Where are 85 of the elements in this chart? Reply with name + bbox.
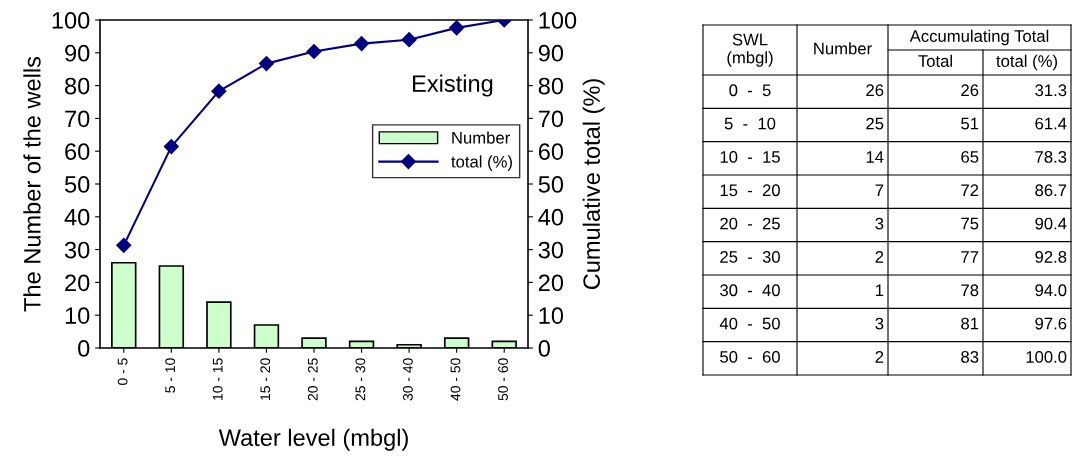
text: Accumulating Total <box>909 29 1049 46</box>
y-tick-label: 70 <box>65 110 90 128</box>
data-label: 78.3 <box>1035 151 1067 163</box>
y-tick-label: 40 <box>64 208 90 226</box>
data-label: 72 <box>961 184 979 196</box>
data-label: 7 <box>875 184 884 196</box>
y2-tick-label: 100 <box>539 12 577 29</box>
y-tick-label: 50 <box>64 176 90 193</box>
y-tick-label: 60 <box>65 143 90 160</box>
data-label: 3 <box>875 317 884 330</box>
data-label: 14 <box>866 151 884 163</box>
x-tick-label: 10 - 15 <box>212 358 223 400</box>
y2-tick-label: 40 <box>538 208 564 226</box>
x-tick-label: 40 - 50 <box>450 358 461 401</box>
data-label: 25 <box>866 117 884 130</box>
y-tick-label: 20 <box>65 274 90 292</box>
category-label: 30 - 40 <box>720 284 780 297</box>
legend-label: total (%) <box>451 155 512 171</box>
data-label: 3 <box>875 217 884 230</box>
y2-tick-label: 20 <box>538 274 564 292</box>
y-tick-label: 30 <box>64 241 90 259</box>
category-label: 40 - 50 <box>719 317 780 330</box>
data-label: 1 <box>876 284 884 296</box>
y2-tick-label: 90 <box>538 44 564 62</box>
x-tick-label: 5 - 10 <box>165 358 176 393</box>
text: Number <box>814 42 872 55</box>
point <box>353 36 370 52</box>
data-label: 31.3 <box>1035 84 1067 97</box>
x-tick-label: 20 - 25 <box>307 358 318 401</box>
y2-tick-label: 60 <box>538 143 564 160</box>
point <box>211 83 227 99</box>
data-label: 65 <box>961 151 979 163</box>
x-tick-label: 15 - 20 <box>260 358 271 400</box>
data-label: 2 <box>875 251 884 263</box>
text: SWL (mbgl) <box>727 33 773 67</box>
data-label: 26 <box>866 84 884 97</box>
data-label: 77 <box>961 251 979 263</box>
y2-tick-label: 80 <box>538 77 564 95</box>
data-label: 2 <box>875 351 884 363</box>
category-label: 5 - 10 <box>724 117 776 130</box>
point <box>306 43 322 60</box>
data-label: 61.4 <box>1035 117 1067 130</box>
category-label: 25 - 30 <box>720 251 780 263</box>
data-label: 81 <box>961 317 979 330</box>
y2-tick-label: 30 <box>538 241 564 259</box>
data-label: 51 <box>961 117 979 130</box>
category-label: 0 - 5 <box>729 84 771 97</box>
data-label: 83 <box>961 351 979 363</box>
x-tick-label: 0 - 5 <box>117 358 128 385</box>
point <box>116 237 132 253</box>
point <box>449 20 465 36</box>
x-tick-label: 25 - 30 <box>355 358 366 401</box>
category-label: 15 - 20 <box>720 184 780 197</box>
y2-tick-label: 70 <box>538 110 564 128</box>
data-label: 78 <box>961 284 979 297</box>
y-axis-title: The Number of the wells <box>23 56 41 312</box>
category-label: 20 - 25 <box>720 217 780 230</box>
point <box>258 56 275 72</box>
y-tick-label: 100 <box>52 12 90 29</box>
y2-tick-label: 0 <box>538 340 550 357</box>
text: Total <box>918 54 952 67</box>
y2-tick-label: 50 <box>538 176 564 193</box>
x-axis-title: Water level (mbgl) <box>218 428 408 451</box>
data-label: 90.4 <box>1035 217 1067 230</box>
y-tick-label: 90 <box>65 44 90 62</box>
y2-axis-title: Cumulative total (%) <box>582 79 605 290</box>
data-label: 97.6 <box>1035 317 1067 330</box>
y-tick-label: 0 <box>78 340 90 357</box>
data-label: 92.8 <box>1035 251 1067 263</box>
point <box>163 139 179 155</box>
data-label: 100.0 <box>1026 351 1067 363</box>
y-tick-label: 10 <box>65 307 90 324</box>
annotation: Existing <box>413 74 493 97</box>
x-tick-label: 50 - 60 <box>498 358 508 401</box>
x-tick-label: 30 - 40 <box>403 358 413 401</box>
y2-tick-label: 10 <box>539 307 564 324</box>
point <box>401 32 417 48</box>
legend-label: Number <box>452 131 510 144</box>
data-label: 75 <box>961 217 979 230</box>
text: total (%) <box>996 54 1057 71</box>
data-label: 26 <box>961 84 979 97</box>
data-label: 86.7 <box>1035 184 1067 197</box>
category-label: 10 - 15 <box>720 151 780 163</box>
y-tick-label: 80 <box>65 77 90 95</box>
data-label: 94.0 <box>1035 284 1067 297</box>
